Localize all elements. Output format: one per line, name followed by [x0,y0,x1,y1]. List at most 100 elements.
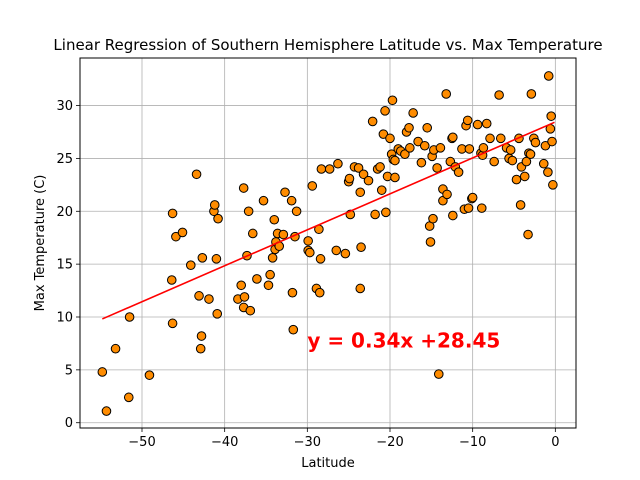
data-point [213,213,223,224]
x-tick-label: −20 [376,435,403,450]
data-point [375,162,385,172]
data-point [358,169,369,180]
y-axis-label: Max Temperature (C) [33,175,48,312]
data-point [464,144,475,154]
data-point [314,287,325,298]
x-tick-label: −10 [459,435,486,450]
x-tick-label: 0 [551,435,559,450]
data-point [453,167,464,177]
data-point [307,181,318,191]
data-point [355,187,366,198]
y-tick-label: 30 [56,99,73,114]
data-point [247,228,258,239]
data-point [463,203,474,213]
data-point [191,169,202,180]
data-point [462,115,473,126]
data-point [211,254,222,264]
data-point [441,89,452,99]
data-point [239,292,250,302]
data-point [381,207,391,218]
data-point [380,106,390,116]
data-point [378,129,389,139]
data-point [540,140,551,151]
data-point [185,260,196,271]
data-point [171,231,181,242]
data-point [333,158,343,169]
data-point [123,392,134,403]
data-point [167,318,178,329]
data-point [390,172,400,183]
y-tick-label: 0 [65,416,73,431]
data-point [476,203,487,213]
y-axis-ticks: 0 5 10 15 20 25 30 [56,99,80,431]
data-point [543,71,554,81]
x-tick-label: −30 [294,435,321,450]
data-point [258,195,269,206]
y-tick-label: 20 [56,205,73,220]
data-point [485,133,495,144]
data-point [97,367,108,377]
data-point [515,200,526,210]
data-point [278,229,289,240]
data-point [110,343,121,354]
data-point [195,343,206,354]
data-point [416,157,427,168]
x-tick-label: −50 [128,435,155,450]
data-point [303,236,313,246]
data-point [442,189,452,200]
data-point [467,192,478,203]
data-point [144,370,155,380]
data-point [280,187,290,198]
data-point [422,122,433,133]
data-point [547,136,557,147]
data-point [209,200,220,210]
data-point [316,164,327,174]
data-point [166,275,177,285]
data-point [521,156,532,167]
chart-title: Linear Regression of Southern Hemisphere… [53,36,602,54]
data-point [511,174,522,185]
data-point [340,248,351,259]
data-point [472,119,483,130]
data-point [405,143,415,153]
data-point [243,206,254,217]
data-point [428,213,438,224]
data-point [548,180,558,190]
data-point [481,118,492,129]
data-point [404,122,414,133]
data-point [400,149,410,159]
data-point [286,195,297,206]
data-point [267,252,278,263]
y-tick-label: 5 [65,363,73,378]
data-point [385,133,395,144]
data-point [507,155,518,166]
data-point [287,287,298,298]
data-point [238,183,249,193]
data-point [197,252,208,263]
data-point [435,143,446,153]
data-point [419,140,430,151]
data-point [324,164,335,174]
data-point [478,143,489,153]
data-point [543,167,553,177]
data-point [448,132,458,143]
data-point [489,156,499,167]
data-point [355,283,366,294]
regression-equation: y = 0.34x +28.45 [307,329,500,353]
data-point [425,237,436,247]
data-point [370,209,380,220]
regression-line-group [102,121,555,320]
data-point [505,145,516,155]
data-point [408,108,418,118]
data-point [390,155,400,166]
data-point [376,185,387,195]
data-point [196,331,207,341]
data-point [413,136,423,147]
data-point [124,312,135,322]
gridlines [80,58,576,428]
data-point [367,116,378,127]
data-point [263,280,274,291]
data-point [530,137,541,148]
